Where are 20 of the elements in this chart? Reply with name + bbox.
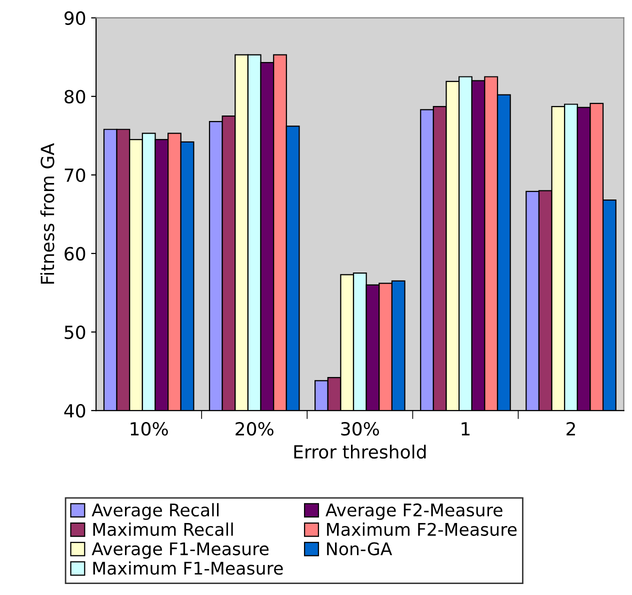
y-tick-label: 70	[64, 168, 86, 182]
legend-label: Non-GA	[327, 542, 392, 556]
x-tick-label: 10%	[130, 422, 168, 436]
legend-label: Maximum F2-Measure	[327, 522, 517, 536]
x-tick-label: 30%	[341, 422, 379, 436]
y-tick-label: 90	[64, 11, 86, 25]
y-tick-label: 40	[64, 404, 86, 418]
legend-label: Maximum F1-Measure	[93, 561, 283, 575]
legend-label: Average F1-Measure	[92, 542, 269, 559]
x-tick-label: 2	[566, 422, 575, 436]
legend-label: Average F2-Measure	[326, 503, 502, 520]
y-tick-label: 60	[64, 246, 86, 261]
y-axis-title: Fitness from GA	[40, 143, 54, 284]
y-tick-label: 80	[64, 90, 86, 104]
x-tick-label: 20%	[236, 422, 274, 436]
x-axis-title: Error threshold	[294, 444, 426, 459]
x-tick-label: 1	[462, 422, 470, 436]
y-tick-label: 50	[64, 325, 86, 340]
legend-label: Maximum Recall	[93, 522, 233, 536]
legend-label: Average Recall	[92, 503, 219, 520]
